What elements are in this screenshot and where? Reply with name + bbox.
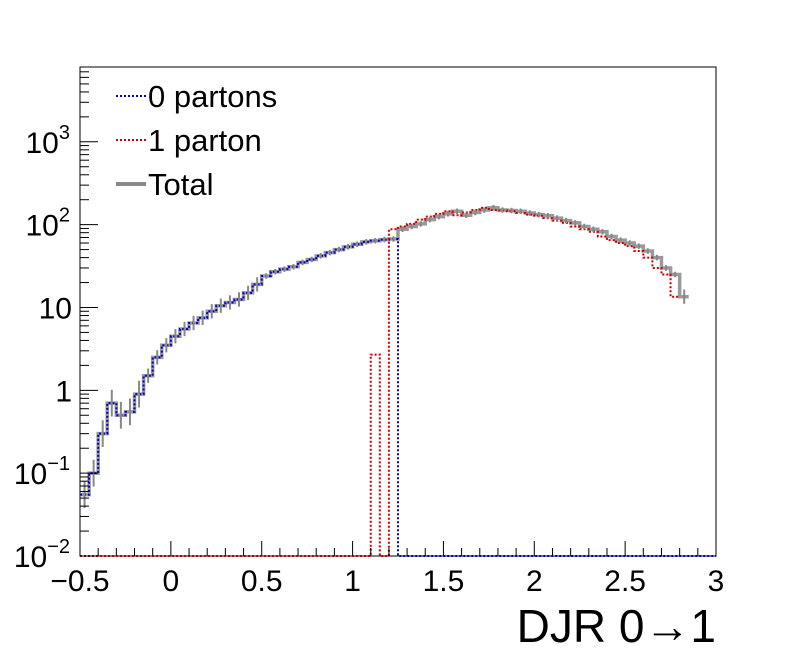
y-tick-label: 10 — [39, 292, 72, 325]
x-tick-label: 2 — [526, 565, 543, 598]
x-tick-label: 3 — [708, 565, 725, 598]
legend-label: 1 parton — [148, 123, 262, 158]
legend: 0 partons 1 parton Total — [116, 79, 277, 202]
series-line-Total — [80, 205, 689, 497]
y-tick-label: 10−2 — [14, 536, 70, 574]
x-tick-label: 1.5 — [423, 565, 465, 598]
series-line-0-partons — [80, 238, 716, 557]
x-tick-label: 0 — [163, 565, 180, 598]
y-tick-label: 103 — [26, 122, 71, 160]
axis-ticks — [79, 66, 717, 557]
x-tick-label: 1 — [344, 565, 361, 598]
series-line-1-parton — [80, 206, 680, 557]
x-axis-title: DJR 0→1 — [517, 600, 716, 652]
x-tick-label: 2.5 — [604, 565, 646, 598]
tick-labels: −0.5 0 0.5 1 1.5 2 2.5 3 10−2 10−1 1 10 102 103 — [14, 122, 725, 598]
series-layer — [80, 204, 716, 557]
y-tick-label: 10−1 — [14, 453, 70, 491]
y-tick-label: 102 — [26, 205, 71, 243]
x-tick-label: 0.5 — [241, 565, 283, 598]
legend-label: Total — [148, 167, 213, 202]
y-tick-label: 1 — [55, 375, 72, 408]
x-tick-label: −0.5 — [50, 565, 109, 598]
legend-label: 0 partons — [148, 79, 277, 114]
